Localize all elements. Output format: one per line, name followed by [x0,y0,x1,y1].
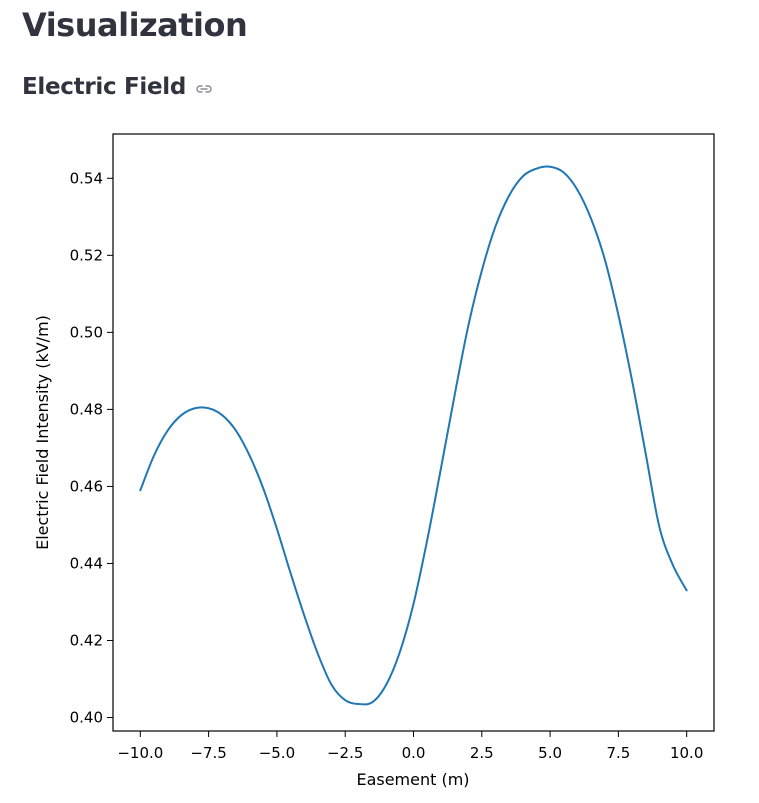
y-axis-label: Electric Field Intensity (kV/m) [33,315,52,550]
y-tick-label: 0.54 [70,169,103,187]
y-tick-label: 0.50 [70,323,103,341]
y-tick-label: 0.46 [70,477,103,495]
link-icon[interactable] [194,79,214,99]
section-title: Electric Field [22,74,187,100]
x-tick-label: 0.0 [402,744,426,762]
y-tick-label: 0.44 [70,554,103,572]
plot-frame [112,133,715,732]
y-tick-label: 0.40 [70,709,103,727]
x-tick-label: 7.5 [606,744,630,762]
x-axis-label: Easement (m) [356,770,469,789]
x-tick-label: −5.0 [259,744,295,762]
section-header: Electric Field [22,74,214,100]
y-tick-label: 0.52 [70,246,103,264]
y-tick-label: 0.42 [70,631,103,649]
x-tick-label: −10.0 [117,744,163,762]
x-tick-label: 10.0 [670,744,703,762]
x-tick-label: 5.0 [538,744,562,762]
series-line [139,165,688,706]
y-axis-ticks: 0.40 0.42 0.44 0.46 0.48 0.50 0.52 0.54 [70,169,113,727]
x-axis-ticks: −10.0 −7.5 −5.0 −2.5 0.0 2.5 5.0 7.5 10.0 [117,731,703,762]
page-title: Visualization [22,6,248,44]
x-tick-label: −7.5 [190,744,226,762]
x-tick-label: 2.5 [470,744,494,762]
y-tick-label: 0.48 [70,400,103,418]
x-tick-label: −2.5 [327,744,363,762]
